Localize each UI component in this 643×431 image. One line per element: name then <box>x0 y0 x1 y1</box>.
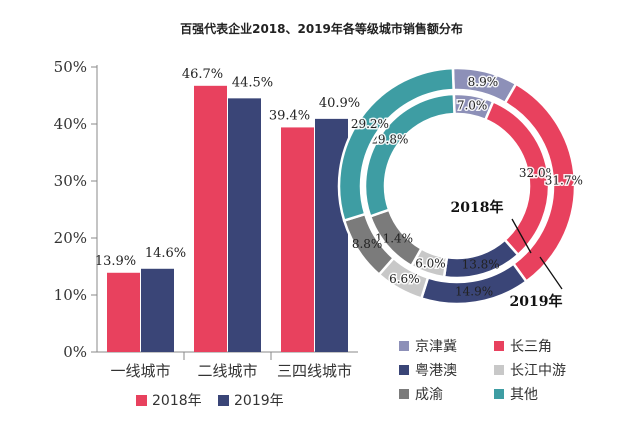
legend-label: 2019年 <box>234 393 284 409</box>
data-label: 40.9% <box>319 96 360 111</box>
chart-title: 百强代表企业2018、2019年各等级城市销售额分布 <box>180 22 463 36</box>
slice-label: 11.4% <box>375 231 413 245</box>
y-tick-label: 10% <box>54 286 87 304</box>
legend-swatch <box>399 365 409 375</box>
legend-swatch <box>494 389 504 399</box>
data-label: 46.7% <box>182 67 223 82</box>
slice-label: 29.2% <box>351 117 389 131</box>
slice-label: 29.8% <box>370 133 408 147</box>
legend-swatch <box>494 365 504 375</box>
legend-swatch <box>218 395 229 406</box>
bar <box>281 127 314 352</box>
slice-label: 14.9% <box>455 285 493 299</box>
bar <box>107 272 140 352</box>
y-tick-label: 0% <box>63 343 87 361</box>
slice-label: 13.8% <box>462 258 500 272</box>
legend-swatch <box>494 341 504 351</box>
bar <box>194 85 227 352</box>
x-tick-label: 三四线城市 <box>277 362 352 380</box>
donut-slice <box>337 66 455 223</box>
x-tick-label: 二线城市 <box>197 362 257 380</box>
donut-slice <box>363 92 456 218</box>
slice-label: 6.6% <box>389 272 420 286</box>
slice-label: 7.0% <box>457 98 488 112</box>
ring-annotation-outer: 2019年 <box>510 293 563 310</box>
y-tick-label: 40% <box>54 115 87 133</box>
slice-label: 32.0% <box>519 166 557 180</box>
legend-label: 京津冀 <box>415 339 457 355</box>
slice-label: 8.9% <box>468 75 499 89</box>
x-tick-label: 一线城市 <box>110 362 170 380</box>
legend-label: 成渝 <box>415 387 443 403</box>
legend-label: 粤港澳 <box>415 363 457 379</box>
data-label: 13.9% <box>95 254 136 269</box>
bar <box>141 268 174 352</box>
legend-swatch <box>399 341 409 351</box>
legend-swatch <box>399 389 409 399</box>
ring-annotation-inner: 2018年 <box>451 199 504 216</box>
leader-line <box>539 256 563 290</box>
data-label: 44.5% <box>232 75 273 90</box>
leader-line <box>511 218 532 254</box>
slice-label: 6.0% <box>415 257 446 271</box>
slice-label: 8.8% <box>352 237 383 251</box>
legend-label: 2018年 <box>152 393 202 409</box>
y-tick-label: 20% <box>54 229 87 247</box>
legend-label: 长江中游 <box>510 363 566 379</box>
legend-label: 其他 <box>510 387 538 403</box>
legend-swatch <box>136 395 147 406</box>
y-tick-label: 50% <box>54 58 87 76</box>
data-label: 39.4% <box>269 108 310 123</box>
data-label: 14.6% <box>145 246 186 261</box>
slice-label: 31.7% <box>545 173 583 187</box>
legend-label: 长三角 <box>510 339 552 355</box>
y-tick-label: 30% <box>54 172 87 190</box>
bar <box>228 98 261 352</box>
